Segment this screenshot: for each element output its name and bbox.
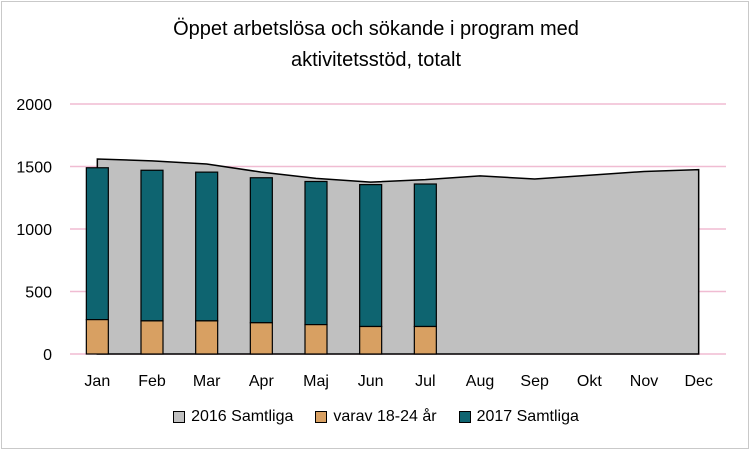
bar-2017-samtliga-Mar <box>195 171 219 322</box>
bar-18-24-Mar <box>195 320 219 355</box>
bar-18-24-Jun <box>359 325 383 355</box>
x-tick-label-Maj: Maj <box>303 373 329 390</box>
legend-swatch-18-24 <box>315 411 328 423</box>
legend-item-2016: 2016 Samtliga <box>173 408 293 426</box>
chart-title-line-2: aktivitetsstöd, totalt <box>290 49 462 71</box>
bar-18-24-Apr <box>249 322 273 355</box>
legend-item-18-24: varav 18-24 år <box>315 408 437 426</box>
area-2016-samtliga <box>96 158 700 355</box>
y-tick-label-2000: 2000 <box>16 97 52 114</box>
bar-2017-samtliga-Jul <box>413 183 437 328</box>
x-tick-label-Dec: Dec <box>684 373 712 390</box>
legend-item-2017: 2017 Samtliga <box>458 408 579 426</box>
x-tick-label-Jul: Jul <box>415 373 435 390</box>
legend-label-18-24: varav 18-24 år <box>333 408 437 425</box>
bar-2017-samtliga-Feb <box>140 169 164 322</box>
y-tick-label-0: 0 <box>43 347 52 364</box>
chart-title-line-1: Öppet arbetslösa och sökande i program m… <box>173 18 579 40</box>
y-tick-label-1500: 1500 <box>16 160 52 177</box>
x-tick-label-Feb: Feb <box>138 373 166 390</box>
x-tick-label-Aug: Aug <box>466 373 494 390</box>
legend-swatch-2016 <box>173 411 186 423</box>
bar-2017-samtliga-Jun <box>359 184 383 328</box>
y-tick-label-1000: 1000 <box>16 222 52 239</box>
bar-2017-samtliga-Jan <box>85 167 109 321</box>
x-tick-label-Apr: Apr <box>249 373 275 390</box>
legend-label-2017: 2017 Samtliga <box>476 408 579 425</box>
x-tick-label-Okt: Okt <box>577 373 602 390</box>
x-tick-label-Mar: Mar <box>193 373 221 390</box>
legend: 2016 Samtliga varav 18-24 år 2017 Samtli… <box>0 408 752 426</box>
bar-18-24-Maj <box>304 324 328 355</box>
x-tick-label-Jun: Jun <box>358 373 384 390</box>
bar-18-24-Jan <box>85 319 109 355</box>
x-tick-label-Jan: Jan <box>84 373 110 390</box>
bar-2017-samtliga-Apr <box>249 177 273 324</box>
y-tick-label-500: 500 <box>25 285 52 302</box>
bar-18-24-Jul <box>413 325 437 355</box>
bar-18-24-Feb <box>140 320 164 355</box>
bar-2017-samtliga-Maj <box>304 180 328 326</box>
legend-label-2016: 2016 Samtliga <box>191 408 294 425</box>
legend-swatch-2017 <box>458 411 471 423</box>
x-tick-label-Sep: Sep <box>520 373 549 390</box>
x-tick-label-Nov: Nov <box>630 373 658 390</box>
